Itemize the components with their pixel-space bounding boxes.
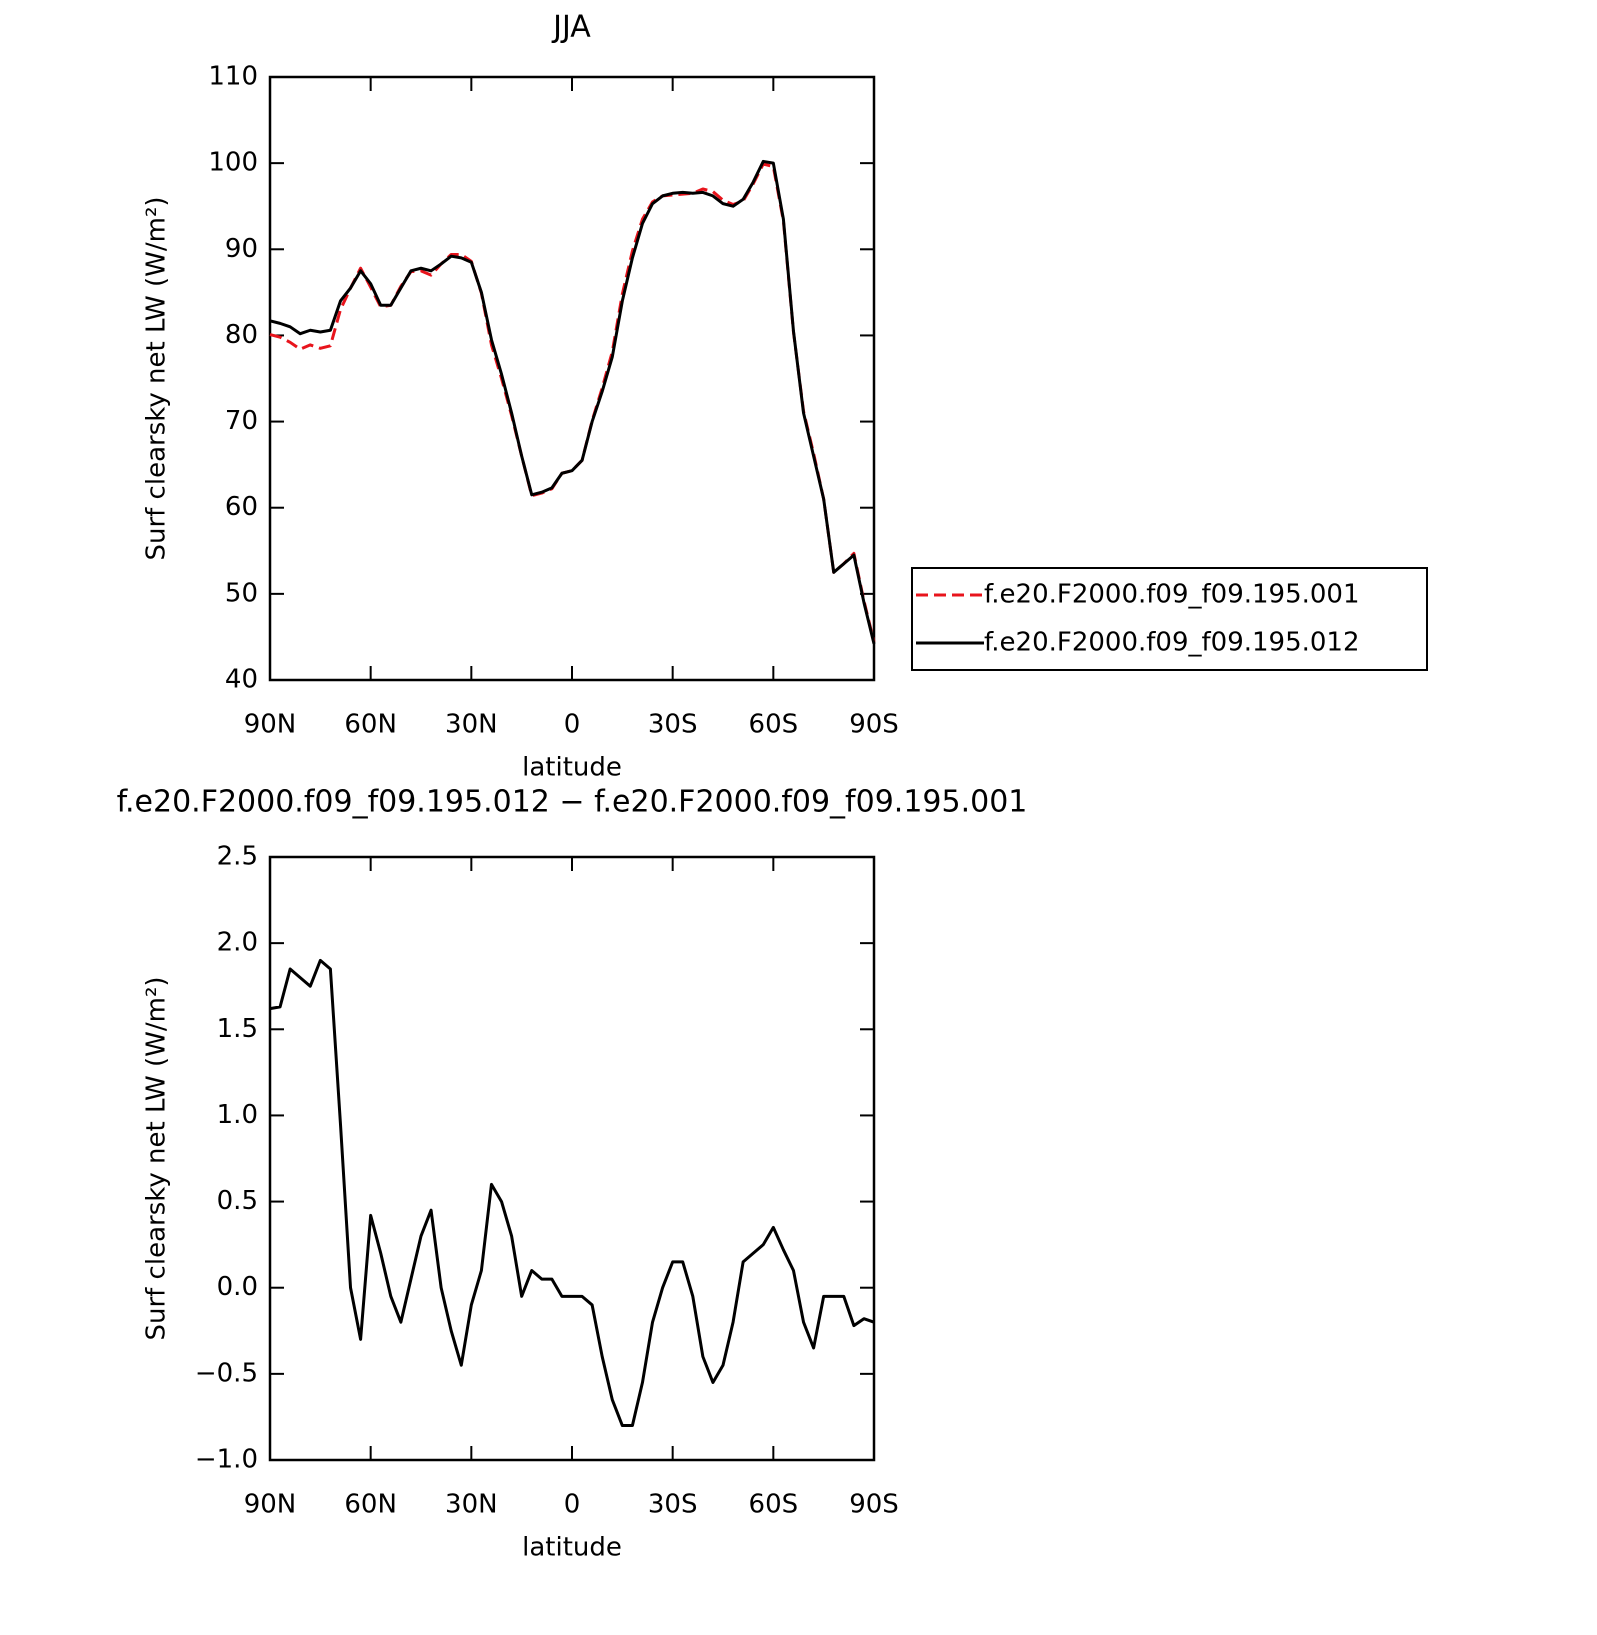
- plot-frame: [268, 855, 876, 1462]
- x-tick-label: 90N: [244, 710, 297, 740]
- legend-box: [911, 567, 1428, 671]
- x-tick-label: 60S: [749, 710, 799, 740]
- y-tick-label: 2.5: [217, 842, 258, 872]
- x-tick-label: 60N: [344, 1490, 397, 1520]
- y-tick-label: 1.5: [217, 1014, 258, 1044]
- x-tick-label: 90S: [849, 1490, 899, 1520]
- x-tick-label: 30S: [648, 710, 698, 740]
- y-tick-label: 1.0: [217, 1100, 258, 1130]
- x-tick-label: 0: [564, 1490, 581, 1520]
- y-axis-label: Surf clearsky net LW (W/m²): [142, 976, 172, 1340]
- x-tick-label: 60S: [749, 1490, 799, 1520]
- y-tick-label: 2.0: [217, 928, 258, 958]
- chart-title: JJA: [551, 10, 591, 45]
- y-tick-label: 90: [225, 234, 258, 264]
- x-axis-label: latitude: [522, 753, 622, 783]
- y-tick-label: 70: [225, 406, 258, 436]
- x-tick-label: 30N: [445, 710, 498, 740]
- x-tick-label: 60N: [344, 710, 397, 740]
- y-tick-label: 110: [208, 62, 258, 92]
- y-tick-label: −0.5: [195, 1358, 258, 1388]
- y-tick-label: 50: [225, 578, 258, 608]
- y-tick-label: 60: [225, 492, 258, 522]
- y-tick-label: −1.0: [195, 1445, 258, 1475]
- data-line: [269, 958, 875, 1428]
- x-tick-label: 90S: [849, 710, 899, 740]
- x-axis-label: latitude: [522, 1533, 622, 1563]
- x-tick-label: 0: [564, 710, 581, 740]
- data-line: [269, 159, 876, 645]
- y-tick-label: 0.5: [217, 1186, 258, 1216]
- legend-label: f.e20.F2000.f09_f09.195.001: [984, 580, 1360, 610]
- y-tick-label: 80: [225, 320, 258, 350]
- x-tick-label: 30N: [445, 1490, 498, 1520]
- x-tick-label: 90N: [244, 1490, 297, 1520]
- chart-title: f.e20.F2000.f09_f09.195.012 − f.e20.F200…: [117, 785, 1028, 820]
- legend-label: f.e20.F2000.f09_f09.195.012: [984, 628, 1360, 658]
- x-tick-label: 30S: [648, 1490, 698, 1520]
- y-tick-label: 40: [225, 665, 258, 695]
- y-tick-label: 0.0: [217, 1272, 258, 1302]
- y-tick-label: 100: [208, 148, 258, 178]
- y-axis-label: Surf clearsky net LW (W/m²): [142, 196, 172, 560]
- plot-frame: [268, 75, 876, 682]
